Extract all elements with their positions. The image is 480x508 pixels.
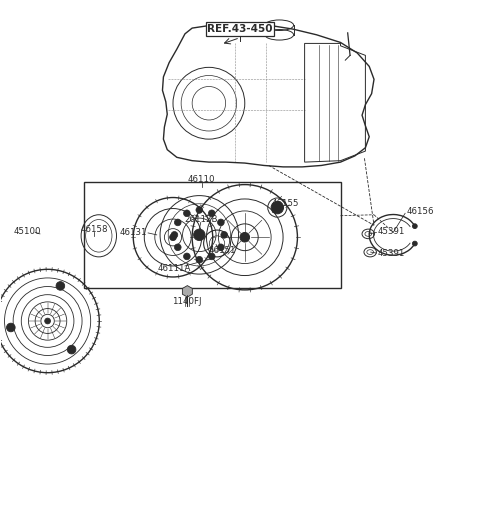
Text: 46111A: 46111A [157,264,191,273]
Circle shape [208,253,215,260]
Circle shape [217,244,224,250]
Text: 45391: 45391 [378,249,405,259]
Circle shape [196,257,203,263]
Text: 26112B: 26112B [184,215,217,224]
Circle shape [45,318,50,324]
Circle shape [412,241,417,246]
Bar [84,182,340,288]
Circle shape [196,207,203,213]
Circle shape [208,210,215,216]
Text: 46156: 46156 [407,207,434,216]
Text: 45100: 45100 [13,227,41,236]
Circle shape [183,210,190,216]
Text: 46158: 46158 [80,225,108,234]
Circle shape [56,281,65,290]
Circle shape [217,219,224,226]
Circle shape [174,219,181,226]
Text: 46131: 46131 [120,228,147,237]
Circle shape [171,232,178,238]
Circle shape [169,234,176,241]
Circle shape [7,323,15,332]
Text: 45391: 45391 [378,227,405,236]
Circle shape [174,244,181,250]
Circle shape [221,232,228,238]
Text: 1140FJ: 1140FJ [172,297,201,306]
Circle shape [183,253,190,260]
Text: 46155: 46155 [272,199,299,208]
Circle shape [67,345,76,354]
Text: 46110: 46110 [188,175,216,184]
Text: 46151: 46151 [208,246,236,255]
Circle shape [412,224,417,229]
Text: REF.43-450: REF.43-450 [207,24,273,34]
Circle shape [193,229,205,241]
Circle shape [271,201,284,214]
Polygon shape [182,285,192,297]
Circle shape [240,233,250,242]
